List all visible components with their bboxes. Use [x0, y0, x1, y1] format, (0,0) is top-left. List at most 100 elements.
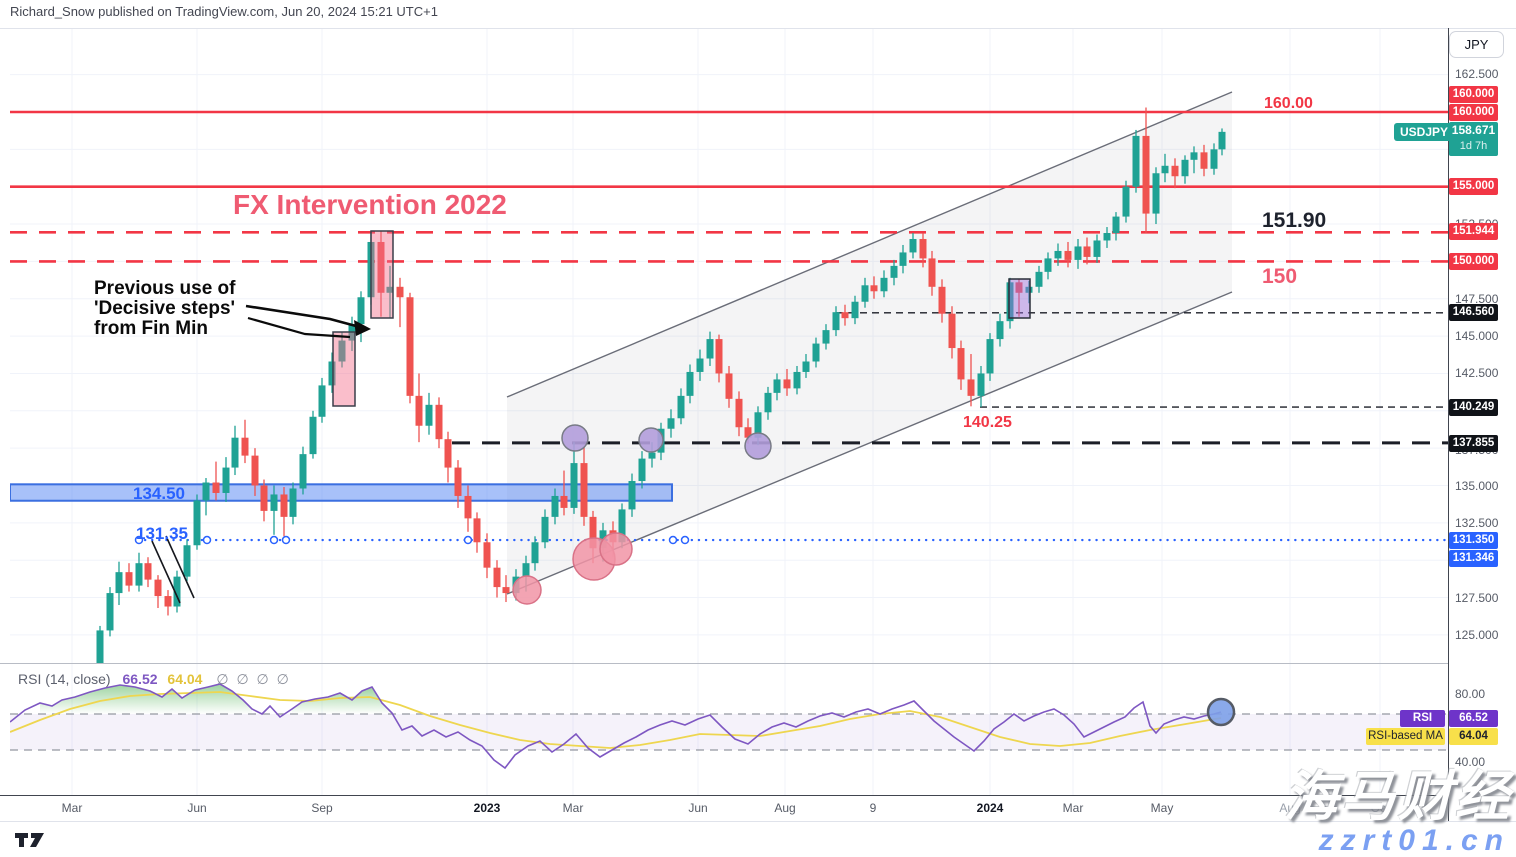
- rsi-ma-badge: RSI-based MA: [1366, 728, 1445, 745]
- dotted-line-anchor[interactable]: [134, 535, 144, 545]
- axis-label[interactable]: 147.500: [1455, 292, 1499, 306]
- candle-body: [580, 463, 588, 517]
- rsi-ma-value: 64.04: [167, 671, 203, 687]
- candle-body: [522, 563, 530, 577]
- time-label-mar22[interactable]: Mar: [61, 801, 83, 815]
- candle-body: [957, 348, 965, 380]
- dotted-line-anchor[interactable]: [680, 535, 690, 545]
- price-badge-137855: 137.855: [1449, 435, 1498, 452]
- price-badge-140249: 140.249: [1449, 399, 1498, 416]
- candle-body: [202, 482, 210, 501]
- time-label-2024[interactable]: 2024: [976, 801, 1004, 815]
- candle-body: [144, 563, 152, 580]
- axis-label[interactable]: 162.500: [1455, 67, 1499, 81]
- price-pane[interactable]: [10, 91, 1448, 675]
- dotted-line-anchor[interactable]: [269, 535, 279, 545]
- annotation-arrow-head: [354, 320, 371, 336]
- axis-label[interactable]: 80.00: [1455, 687, 1486, 701]
- highlight-circle[interactable]: [744, 432, 772, 460]
- candle-body: [483, 542, 491, 568]
- rsi-indicator-header[interactable]: RSI (14, close) 66.52 64.04 ∅ ∅ ∅ ∅: [18, 671, 291, 688]
- dotted-line-anchor[interactable]: [668, 535, 678, 545]
- highlight-circle[interactable]: [599, 532, 633, 566]
- candle-body: [444, 439, 452, 468]
- price-badge-151944: 151.944: [1449, 223, 1498, 240]
- axis-label[interactable]: 40.00: [1455, 755, 1486, 769]
- candle-body: [1015, 282, 1023, 293]
- time-label-9[interactable]: 9: [869, 801, 877, 815]
- blue-zone-134-50[interactable]: [10, 483, 673, 502]
- rsi-highlight-circle[interactable]: [1206, 697, 1236, 727]
- watermark-chinese: 海马财经: [1284, 767, 1512, 827]
- axis-label[interactable]: 127.500: [1455, 591, 1499, 605]
- symbol-badge: USDJPY: [1394, 123, 1455, 141]
- axis-label[interactable]: 132.500: [1455, 516, 1499, 530]
- candle-body: [909, 238, 917, 253]
- candle-body: [696, 358, 704, 372]
- candle-body: [328, 361, 336, 386]
- candle-body: [125, 572, 133, 586]
- time-label-sep22[interactable]: Sep: [311, 801, 333, 815]
- candle-body: [938, 286, 946, 314]
- candle-body: [890, 265, 898, 278]
- annotation-arrow-shaft[interactable]: [245, 304, 357, 328]
- candle-body: [1074, 246, 1082, 260]
- dotted-line-anchor[interactable]: [202, 535, 212, 545]
- dotted-line-anchor[interactable]: [281, 535, 291, 545]
- candle-body: [435, 404, 443, 440]
- axis-label[interactable]: 142.500: [1455, 366, 1499, 380]
- candle-body: [686, 371, 694, 396]
- time-label-mar24[interactable]: Mar: [1062, 801, 1084, 815]
- rsi-line-badge: RSI: [1400, 710, 1445, 727]
- time-axis-bottom-border: [0, 821, 1516, 822]
- tradingview-logo-icon[interactable]: [14, 831, 46, 849]
- candle-body: [473, 518, 481, 543]
- candle-body: [861, 285, 869, 302]
- time-label-2023[interactable]: 2023: [473, 801, 501, 815]
- highlight-box[interactable]: [1008, 278, 1031, 319]
- candle-body: [986, 339, 994, 374]
- axis-label[interactable]: 135.000: [1455, 479, 1499, 493]
- candle-body: [251, 455, 259, 486]
- mini-channel-line[interactable]: [165, 535, 195, 599]
- currency-toggle-button[interactable]: JPY: [1449, 31, 1504, 58]
- time-label-aug23[interactable]: Aug: [774, 801, 796, 815]
- time-label-jun23[interactable]: Jun: [688, 801, 708, 815]
- dotted-line-anchor[interactable]: [463, 535, 473, 545]
- time-label-jun22[interactable]: Jun: [187, 801, 207, 815]
- time-label-aug24[interactable]: Aug: [1279, 801, 1301, 815]
- mini-channel-line[interactable]: [151, 540, 181, 604]
- candle-body: [464, 495, 472, 519]
- highlight-circle[interactable]: [512, 575, 542, 605]
- price-badge-160b: 160.000: [1449, 104, 1498, 121]
- time-label-mar23[interactable]: Mar: [562, 801, 584, 815]
- candle-body: [589, 516, 597, 549]
- last-price: 158.671: [1451, 123, 1496, 137]
- candle-body: [1200, 152, 1208, 169]
- trend-channel-upper-line[interactable]: [506, 91, 1233, 398]
- candle-body: [260, 485, 268, 511]
- candle-body: [1181, 159, 1189, 177]
- candle-body: [377, 241, 385, 293]
- price-rsi-separator[interactable]: [0, 663, 1448, 664]
- rsi-value-badge: 66.52: [1449, 710, 1498, 727]
- axis-label[interactable]: 125.000: [1455, 628, 1499, 642]
- highlight-box[interactable]: [332, 331, 356, 407]
- time-label-oct24[interactable]: Oct: [1370, 801, 1390, 815]
- axis-label[interactable]: 145.000: [1455, 329, 1499, 343]
- candle-body: [173, 576, 181, 607]
- highlight-circle[interactable]: [638, 427, 664, 453]
- rsi-empty-value-icons: ∅ ∅ ∅ ∅: [216, 671, 291, 687]
- candle-body: [386, 286, 394, 293]
- candle-body: [764, 392, 772, 413]
- highlight-box[interactable]: [370, 230, 394, 319]
- highlight-circle[interactable]: [561, 424, 589, 452]
- candle-body: [880, 277, 888, 292]
- rsi-overbought-fill: [292, 687, 392, 714]
- candle-body: [706, 339, 714, 359]
- candle-body: [1044, 258, 1052, 272]
- rsi-pane[interactable]: [10, 683, 1448, 770]
- time-label-may24[interactable]: May: [1150, 801, 1174, 815]
